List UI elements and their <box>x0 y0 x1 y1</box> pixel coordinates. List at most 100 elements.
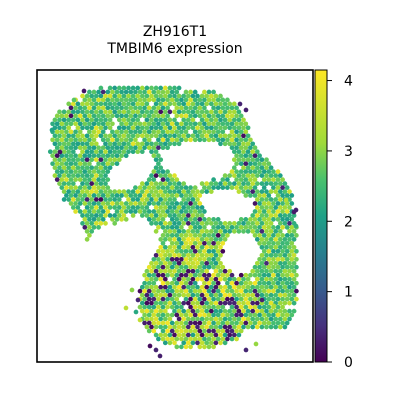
data-spot <box>75 101 81 107</box>
data-spot <box>80 189 85 194</box>
data-spot <box>252 272 258 278</box>
data-spot <box>273 252 279 258</box>
data-spot <box>172 340 177 346</box>
data-spot <box>222 300 228 306</box>
data-spot <box>153 173 159 178</box>
data-spot <box>199 276 205 282</box>
data-spot <box>126 205 131 210</box>
data-spot <box>70 181 76 186</box>
data-spot <box>185 252 191 258</box>
data-spot <box>250 173 256 178</box>
data-spot <box>139 300 145 306</box>
data-spot <box>96 97 101 103</box>
data-spot <box>275 280 281 286</box>
data-spot <box>160 233 166 238</box>
data-spot <box>199 340 205 346</box>
data-spot <box>142 129 147 135</box>
data-spot <box>261 256 267 262</box>
data-spot <box>218 284 223 290</box>
data-spot <box>206 89 212 95</box>
data-spot <box>289 288 295 294</box>
data-spot <box>128 121 134 127</box>
data-spot <box>188 240 193 246</box>
data-spot <box>259 173 265 178</box>
data-spot <box>169 89 175 95</box>
data-spot <box>91 121 97 127</box>
data-spot <box>135 117 141 123</box>
data-spot <box>57 165 62 171</box>
data-spot <box>91 105 97 111</box>
data-spot <box>133 129 138 135</box>
data-spot <box>268 292 274 298</box>
data-spot <box>57 125 62 131</box>
data-spot <box>96 185 101 190</box>
data-spot <box>248 177 253 182</box>
data-spot <box>222 284 228 290</box>
data-spot <box>174 129 180 135</box>
data-spot <box>137 105 143 111</box>
data-spot <box>197 248 203 254</box>
data-spot <box>222 101 228 107</box>
data-spot <box>121 205 127 210</box>
data-spot <box>133 145 138 151</box>
data-spot <box>119 137 124 143</box>
data-spot <box>66 101 72 107</box>
data-spot <box>222 133 228 139</box>
data-spot <box>275 217 281 222</box>
data-spot <box>144 284 150 290</box>
data-spot <box>172 213 177 218</box>
data-spot <box>126 85 131 91</box>
data-spot <box>54 161 60 167</box>
data-spot <box>202 217 207 222</box>
data-spot <box>250 189 256 194</box>
data-spot <box>199 292 205 298</box>
data-spot <box>133 201 138 206</box>
data-spot <box>110 105 115 111</box>
data-spot <box>139 292 145 298</box>
data-spot <box>268 324 274 330</box>
data-spot <box>96 177 101 182</box>
data-spot <box>103 173 108 178</box>
data-spot <box>84 133 90 139</box>
data-spot <box>179 264 184 270</box>
data-spot <box>225 177 230 182</box>
data-spot <box>96 129 101 135</box>
data-spot <box>236 189 242 194</box>
data-spot <box>234 312 239 318</box>
data-spot <box>183 240 189 246</box>
data-spot <box>268 237 274 242</box>
data-spot <box>261 240 267 246</box>
data-spot <box>218 221 223 226</box>
data-spot <box>252 233 258 238</box>
data-spot <box>185 340 191 346</box>
data-spot <box>156 256 161 262</box>
data-spot <box>181 332 187 338</box>
data-spot <box>119 105 124 111</box>
data-spot <box>287 252 292 258</box>
data-spot <box>282 268 288 274</box>
data-spot <box>243 177 249 182</box>
data-spot <box>146 113 152 119</box>
data-spot <box>280 256 285 262</box>
data-spot <box>116 213 122 218</box>
data-spot <box>220 296 226 302</box>
data-spot <box>284 312 290 318</box>
data-spot <box>98 189 104 194</box>
data-spot <box>206 264 212 270</box>
data-spot <box>202 97 207 103</box>
data-spot <box>271 217 276 222</box>
data-spot <box>192 121 198 127</box>
data-spot <box>107 149 113 155</box>
data-spot <box>52 117 58 123</box>
data-spot <box>114 193 120 198</box>
data-spot <box>165 121 170 127</box>
data-spot <box>227 308 233 314</box>
data-spot <box>135 149 141 155</box>
data-spot <box>172 85 177 91</box>
data-spot <box>59 129 65 135</box>
data-spot <box>271 201 276 206</box>
data-spot <box>139 109 145 115</box>
data-spot <box>165 185 170 190</box>
data-spot <box>82 137 88 143</box>
data-spot <box>165 177 170 182</box>
